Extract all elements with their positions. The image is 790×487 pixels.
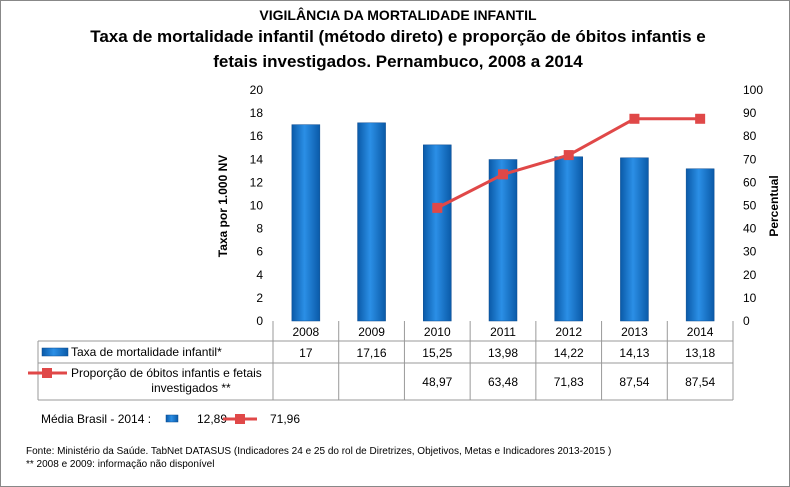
category-label: 2012 bbox=[555, 325, 582, 339]
y-axis-left-label: Taxa por 1.000 NV bbox=[216, 155, 230, 258]
y-left-tick-label: 12 bbox=[250, 175, 264, 189]
media-bar-swatch bbox=[165, 414, 179, 423]
y-left-tick-label: 18 bbox=[250, 106, 264, 120]
y-right-tick-label: 50 bbox=[743, 199, 757, 213]
y-right-tick-label: 40 bbox=[743, 222, 757, 236]
line-series-name-2: investigados ** bbox=[151, 381, 231, 395]
line-legend-marker bbox=[42, 368, 52, 378]
bar-value-cell: 13,18 bbox=[685, 346, 715, 360]
bar-2013 bbox=[620, 157, 649, 322]
y-right-tick-label: 100 bbox=[743, 83, 763, 97]
line-point bbox=[695, 113, 706, 124]
bar-value-cell: 17,16 bbox=[357, 346, 387, 360]
source-note: Fonte: Ministério da Saúde. TabNet DATAS… bbox=[26, 446, 611, 457]
title-line-2: fetais investigados. Pernambuco, 2008 a … bbox=[213, 52, 583, 71]
bar-value-cell: 14,13 bbox=[619, 346, 649, 360]
y-axis-right-label: Percentual bbox=[767, 175, 781, 236]
y-left-tick-label: 8 bbox=[256, 222, 263, 236]
y-right-tick-label: 60 bbox=[743, 175, 757, 189]
bar-value-cell: 14,22 bbox=[554, 346, 584, 360]
line-point bbox=[563, 150, 574, 161]
y-right-tick-label: 20 bbox=[743, 268, 757, 282]
y-right-tick-label: 90 bbox=[743, 106, 757, 120]
category-label: 2009 bbox=[358, 325, 385, 339]
y-right-tick-label: 70 bbox=[743, 152, 757, 166]
y-left-tick-label: 6 bbox=[256, 245, 263, 259]
y-right-tick-label: 0 bbox=[743, 314, 750, 328]
media-line-value: 71,96 bbox=[270, 412, 300, 426]
bar-legend-swatch bbox=[41, 347, 69, 357]
bar-2011 bbox=[488, 159, 518, 322]
y-left-tick-label: 4 bbox=[256, 268, 263, 282]
line-point bbox=[432, 202, 443, 213]
bar-value-cell: 15,25 bbox=[422, 346, 452, 360]
bar-2014 bbox=[685, 168, 715, 322]
line-value-cell: 87,54 bbox=[619, 375, 649, 389]
media-line-marker bbox=[235, 414, 245, 424]
media-brasil-label: Média Brasil - 2014 : bbox=[41, 412, 151, 426]
y-left-tick-label: 2 bbox=[256, 291, 263, 305]
supertitle: VIGILÂNCIA DA MORTALIDADE INFANTIL bbox=[259, 6, 537, 23]
category-label: 2014 bbox=[687, 325, 714, 339]
bar-value-cell: 13,98 bbox=[488, 346, 518, 360]
media-bar-value: 12,89 bbox=[197, 412, 227, 426]
y-right-tick-label: 10 bbox=[743, 291, 757, 305]
bar-series-name: Taxa de mortalidade infantil* bbox=[71, 345, 222, 359]
category-label: 2013 bbox=[621, 325, 648, 339]
line-value-cell: 87,54 bbox=[685, 375, 715, 389]
category-label: 2008 bbox=[293, 325, 320, 339]
category-label: 2011 bbox=[490, 325, 516, 339]
title-line-1: Taxa de mortalidade infantil (método dir… bbox=[90, 27, 706, 46]
availability-note: ** 2008 e 2009: informação não disponíve… bbox=[26, 459, 214, 470]
y-right-tick-label: 80 bbox=[743, 129, 757, 143]
y-left-tick-label: 0 bbox=[256, 314, 263, 328]
line-series-name-1: Proporção de óbitos infantis e fetais bbox=[71, 366, 262, 380]
bar-value-cell: 17 bbox=[299, 346, 313, 360]
category-label: 2010 bbox=[424, 325, 451, 339]
line-point bbox=[498, 169, 508, 180]
y-left-tick-label: 14 bbox=[250, 152, 264, 166]
line-value-cell: 63,48 bbox=[488, 375, 518, 389]
bar-2009 bbox=[357, 122, 386, 322]
line-value-cell: 48,97 bbox=[422, 375, 452, 389]
line-value-cell: 71,83 bbox=[554, 375, 584, 389]
bar-2010 bbox=[423, 144, 452, 322]
bar-2012 bbox=[554, 156, 583, 322]
y-left-tick-label: 10 bbox=[250, 199, 264, 213]
bar-2008 bbox=[291, 124, 321, 322]
y-left-tick-label: 16 bbox=[250, 129, 264, 143]
y-left-tick-label: 20 bbox=[250, 83, 264, 97]
line-point bbox=[629, 113, 640, 124]
y-right-tick-label: 30 bbox=[743, 245, 757, 259]
